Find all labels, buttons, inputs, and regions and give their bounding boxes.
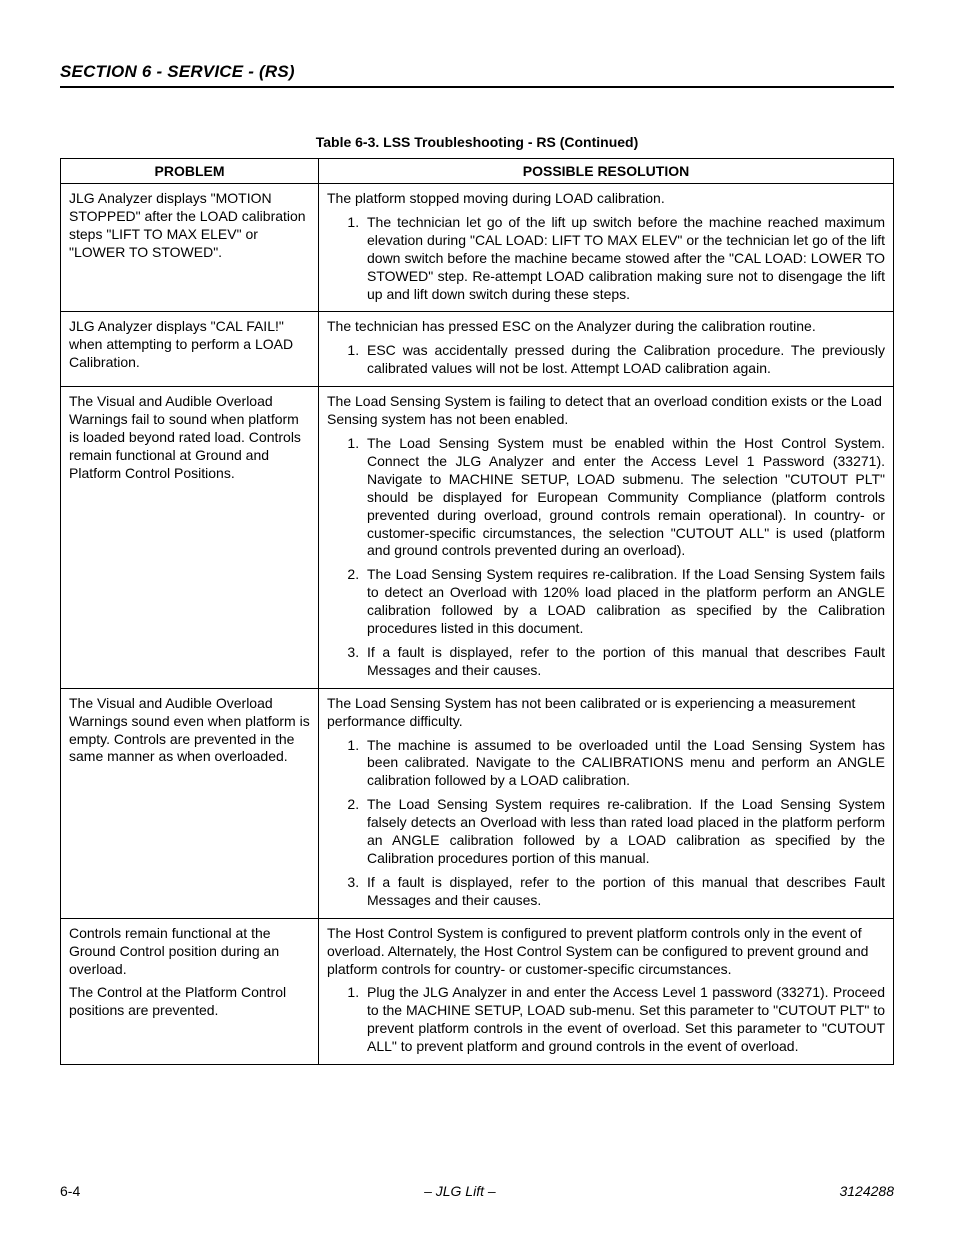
problem-text: The Control at the Platform Control posi… xyxy=(69,984,310,1020)
problem-cell: The Visual and Audible Overload Warnings… xyxy=(61,688,319,918)
resolution-steps: The Load Sensing System must be enabled … xyxy=(327,435,885,680)
table-row: JLG Analyzer displays "CAL FAIL!" when a… xyxy=(61,312,894,387)
resolution-intro: The technician has pressed ESC on the An… xyxy=(327,318,885,336)
page-footer: 6-4 – JLG Lift – 3124288 xyxy=(60,1183,894,1199)
resolution-step: The machine is assumed to be overloaded … xyxy=(363,737,885,791)
resolution-intro: The Host Control System is configured to… xyxy=(327,925,885,979)
resolution-step: ESC was accidentally pressed during the … xyxy=(363,342,885,378)
resolution-step: Plug the JLG Analyzer in and enter the A… xyxy=(363,984,885,1056)
table-body: JLG Analyzer displays "MOTION STOPPED" a… xyxy=(61,184,894,1065)
problem-text: Controls remain functional at the Ground… xyxy=(69,925,310,979)
resolution-step: If a fault is displayed, refer to the po… xyxy=(363,874,885,910)
col-problem: PROBLEM xyxy=(61,159,319,184)
resolution-cell: The Host Control System is configured to… xyxy=(319,918,894,1064)
resolution-cell: The Load Sensing System has not been cal… xyxy=(319,688,894,918)
table-caption: Table 6-3. LSS Troubleshooting - RS (Con… xyxy=(60,134,894,150)
table-row: The Visual and Audible Overload Warnings… xyxy=(61,688,894,918)
problem-cell: The Visual and Audible Overload Warnings… xyxy=(61,387,319,689)
table-header-row: PROBLEM POSSIBLE RESOLUTION xyxy=(61,159,894,184)
page: SECTION 6 - SERVICE - (RS) Table 6-3. LS… xyxy=(0,0,954,1235)
table-row: Controls remain functional at the Ground… xyxy=(61,918,894,1064)
resolution-cell: The Load Sensing System is failing to de… xyxy=(319,387,894,689)
resolution-step: The Load Sensing System requires re-cali… xyxy=(363,796,885,868)
resolution-step: The technician let go of the lift up swi… xyxy=(363,214,885,304)
resolution-intro: The Load Sensing System has not been cal… xyxy=(327,695,885,731)
footer-doc-number: 3124288 xyxy=(839,1183,894,1199)
problem-cell: JLG Analyzer displays "CAL FAIL!" when a… xyxy=(61,312,319,387)
resolution-steps: ESC was accidentally pressed during the … xyxy=(327,342,885,378)
resolution-steps: The machine is assumed to be overloaded … xyxy=(327,737,885,910)
resolution-steps: The technician let go of the lift up swi… xyxy=(327,214,885,304)
resolution-steps: Plug the JLG Analyzer in and enter the A… xyxy=(327,984,885,1056)
table-row: The Visual and Audible Overload Warnings… xyxy=(61,387,894,689)
resolution-intro: The platform stopped moving during LOAD … xyxy=(327,190,885,208)
resolution-step: The Load Sensing System requires re-cali… xyxy=(363,566,885,638)
footer-page-number: 6-4 xyxy=(60,1183,80,1199)
footer-center: – JLG Lift – xyxy=(424,1183,496,1199)
problem-text: JLG Analyzer displays "MOTION STOPPED" a… xyxy=(69,190,310,262)
problem-cell: JLG Analyzer displays "MOTION STOPPED" a… xyxy=(61,184,319,312)
problem-text: The Visual and Audible Overload Warnings… xyxy=(69,393,310,483)
resolution-step: The Load Sensing System must be enabled … xyxy=(363,435,885,560)
section-header: SECTION 6 - SERVICE - (RS) xyxy=(60,62,894,82)
table-row: JLG Analyzer displays "MOTION STOPPED" a… xyxy=(61,184,894,312)
resolution-step: If a fault is displayed, refer to the po… xyxy=(363,644,885,680)
problem-text: The Visual and Audible Overload Warnings… xyxy=(69,695,310,767)
problem-cell: Controls remain functional at the Ground… xyxy=(61,918,319,1064)
resolution-cell: The technician has pressed ESC on the An… xyxy=(319,312,894,387)
header-rule xyxy=(60,86,894,88)
problem-text: JLG Analyzer displays "CAL FAIL!" when a… xyxy=(69,318,310,372)
troubleshooting-table: PROBLEM POSSIBLE RESOLUTION JLG Analyzer… xyxy=(60,158,894,1065)
col-resolution: POSSIBLE RESOLUTION xyxy=(319,159,894,184)
resolution-cell: The platform stopped moving during LOAD … xyxy=(319,184,894,312)
resolution-intro: The Load Sensing System is failing to de… xyxy=(327,393,885,429)
